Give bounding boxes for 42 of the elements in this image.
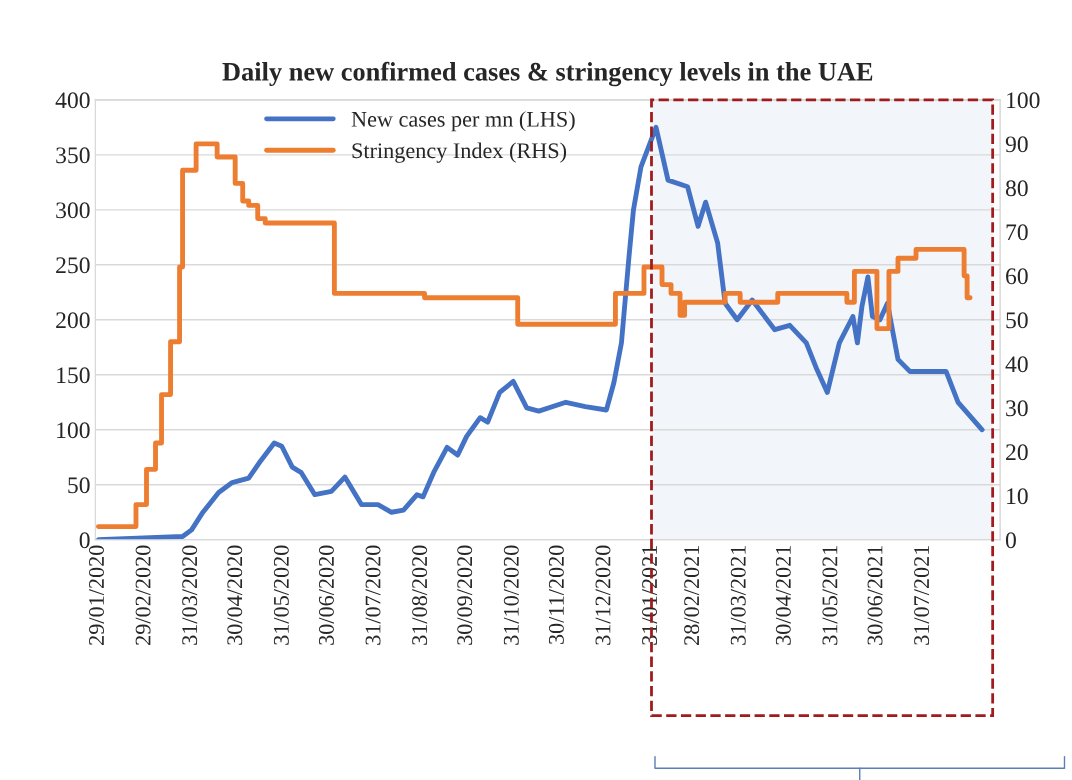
y2-tick-label: 50 [1006, 312, 1028, 329]
y2-tick-label: 60 [1006, 268, 1028, 285]
x-tick-label: 31/07/2020 [365, 545, 381, 645]
x-tick-label: 31/10/2020 [503, 545, 519, 645]
y-tick-label: 300 [56, 202, 90, 219]
legend-label: New cases per mn (LHS) [351, 111, 575, 132]
x-tick-label: 31/12/2020 [595, 545, 611, 645]
y2-tick-label: 40 [1005, 356, 1028, 373]
y2-tick-label: 0 [1005, 532, 1016, 549]
x-tick-label: 31/05/2021 [822, 545, 838, 645]
y-tick-label: 250 [56, 257, 90, 274]
x-tick-label: 30/09/2020 [457, 545, 473, 645]
legend-label: Stringency Index (RHS) [352, 142, 567, 163]
y2-tick-label: 80 [1005, 180, 1028, 197]
y-tick-label: 100 [57, 422, 90, 439]
x-tick-label: 30/06/2021 [867, 545, 883, 645]
y2-tick-label: 30 [1006, 400, 1028, 417]
y-tick-label: 200 [56, 312, 90, 329]
y2-tick-label: 70 [1006, 224, 1028, 241]
x-tick-label: 30/04/2021 [775, 545, 791, 645]
x-tick-label: 30/04/2020 [227, 545, 243, 645]
x-tick-label: 31/07/2021 [914, 545, 930, 645]
y-tick-label: 350 [56, 147, 90, 164]
x-tick-label: 29/01/2020 [88, 545, 104, 645]
x-tick-label: 30/06/2020 [318, 545, 334, 645]
x-tick-label: 31/03/2021 [730, 545, 746, 645]
y-tick-label: 400 [55, 92, 90, 109]
x-tick-label: 28/02/2021 [684, 545, 700, 645]
y-tick-label: 50 [68, 477, 90, 494]
chart-title: Daily new confirmed cases & stringency levels in the UAE [222, 61, 873, 87]
x-tick-label: 31/01/2021 [642, 545, 658, 645]
y2-tick-label: 10 [1007, 488, 1028, 505]
y2-tick-label: 20 [1006, 444, 1028, 461]
x-tick-label: 31/03/2020 [182, 545, 198, 645]
y2-tick-label: 100 [1007, 92, 1040, 109]
x-tick-label: 29/02/2020 [135, 545, 151, 645]
x-tick-label: 30/11/2020 [548, 545, 564, 644]
x-tick-label: 31/08/2020 [412, 545, 428, 645]
y2-tick-label: 90 [1005, 136, 1028, 153]
y-tick-label: 150 [57, 367, 90, 384]
x-tick-label: 31/05/2020 [273, 545, 289, 645]
y-tick-label: 0 [79, 532, 90, 549]
